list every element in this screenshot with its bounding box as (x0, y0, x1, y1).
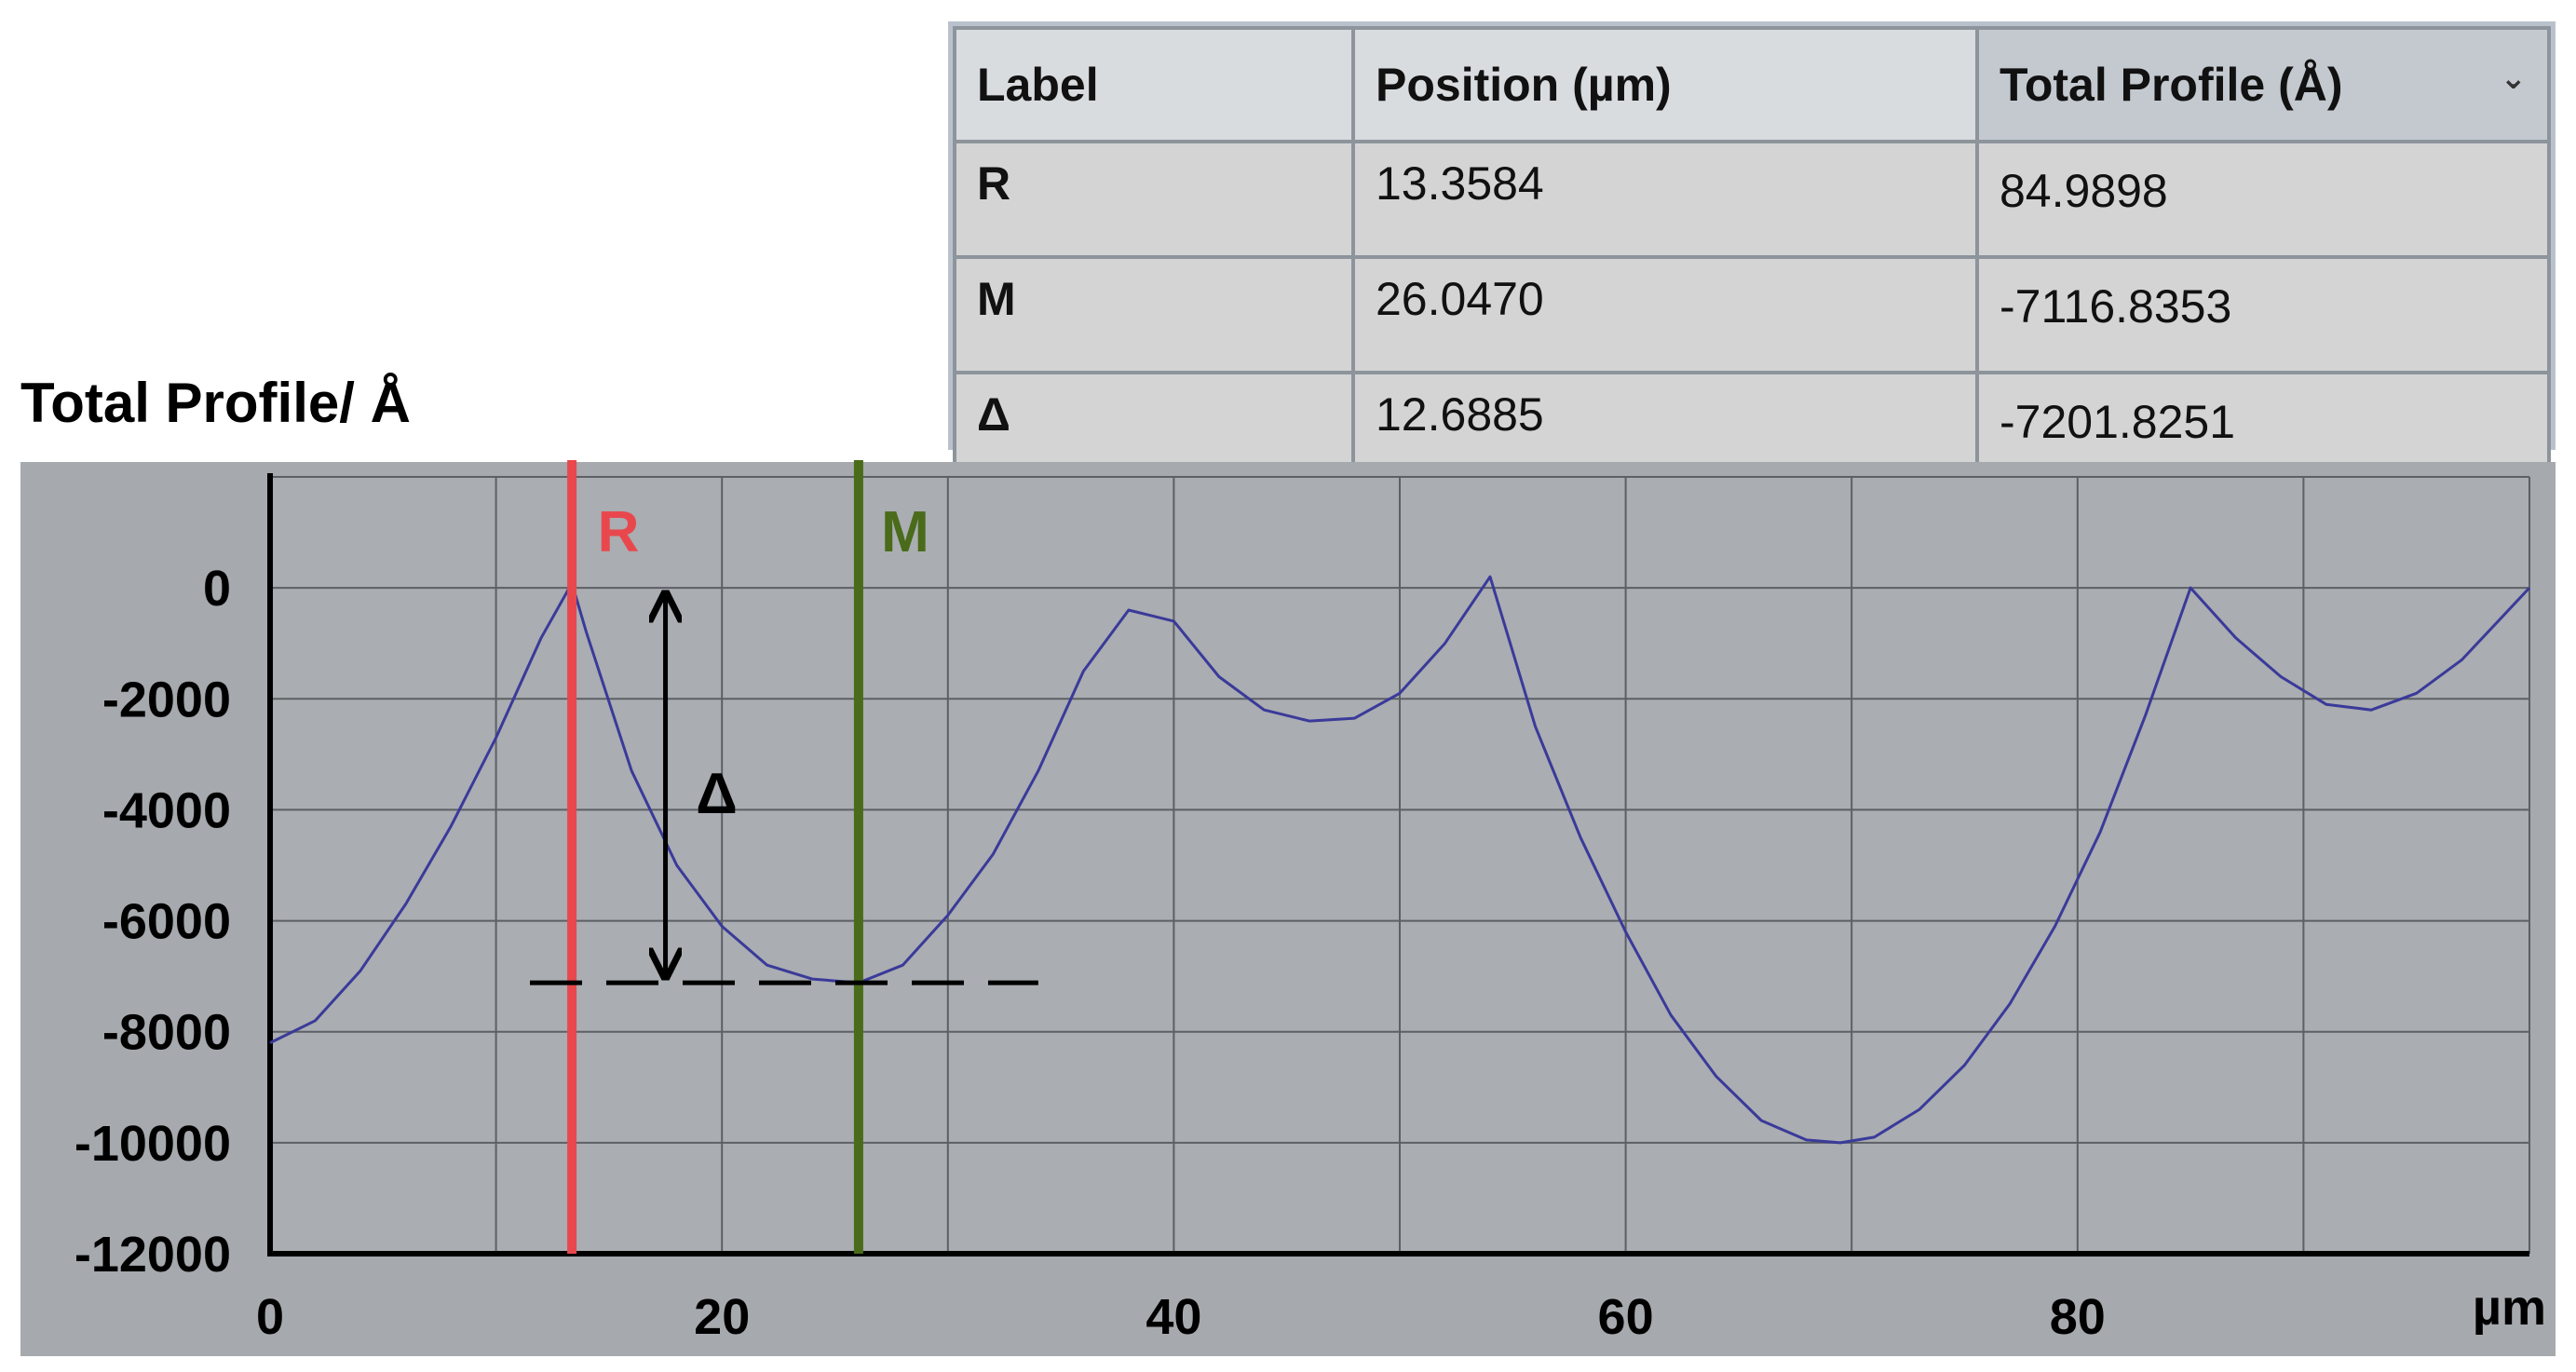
table-header-row: Label Position (µm) Total Profile (Å) ⌄ (953, 26, 2551, 143)
chevron-down-icon[interactable]: ⌄ (2500, 61, 2528, 96)
profile-line (269, 575, 2531, 1145)
x-tick-label: 20 (694, 1289, 750, 1345)
x-tick-label: 80 (2050, 1289, 2106, 1345)
column-header-label[interactable]: Label (953, 26, 1355, 143)
cell-position: 13.3584 (1351, 140, 1979, 259)
column-header-position[interactable]: Position (µm) (1351, 26, 1979, 143)
x-tick-label: 0 (256, 1289, 284, 1345)
y-tick-label: -8000 (102, 1005, 231, 1061)
table-row[interactable]: R 13.3584 84.9898 (953, 140, 2551, 259)
y-tick-label: 0 (203, 561, 231, 617)
cell-total-profile: -7116.8353 (1975, 255, 2551, 374)
y-tick-label: -12000 (75, 1227, 231, 1283)
y-axis-title: Total Profile/ Å (20, 372, 411, 434)
cell-total-profile: 84.9898 (1975, 140, 2551, 259)
cell-label: M (953, 255, 1355, 374)
column-header-total-profile-label: Total Profile (Å) (2000, 59, 2343, 111)
y-tick-label: -4000 (102, 782, 231, 838)
column-header-total-profile[interactable]: Total Profile (Å) ⌄ (1975, 26, 2551, 143)
y-tick-label: -6000 (102, 894, 231, 950)
delta-label: Δ (696, 762, 738, 826)
cell-position: 26.0470 (1351, 255, 1979, 374)
x-axis-unit-label: µm (2473, 1280, 2546, 1336)
cursor-label-r: R (598, 500, 640, 564)
x-tick-label: 40 (1146, 1289, 1201, 1345)
cursor-label-m: M (881, 500, 929, 564)
cell-total-profile: -7201.8251 (1975, 371, 2551, 490)
y-tick-label: -2000 (102, 672, 231, 727)
y-tick-label: -10000 (75, 1116, 231, 1172)
x-tick-label: 60 (1598, 1289, 1654, 1345)
table-row[interactable]: M 26.0470 -7116.8353 (953, 255, 2551, 374)
cell-label: R (953, 140, 1355, 259)
